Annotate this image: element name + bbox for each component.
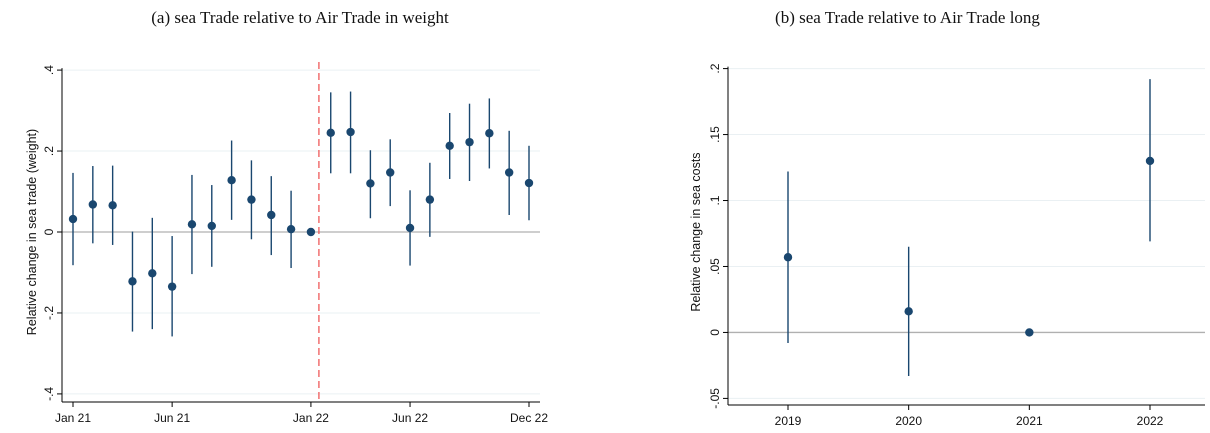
data-point [485, 129, 494, 138]
data-point [128, 277, 137, 286]
chart-b-title: (b) sea Trade relative to Air Trade long [775, 8, 1040, 27]
data-point [386, 168, 395, 177]
y-tick-label: .2 [708, 63, 722, 73]
chart-a-ylabel: Relative change in sea trade (weight) [25, 129, 39, 335]
data-point [1025, 328, 1034, 337]
y-tick-label: 0 [42, 228, 56, 235]
data-point [148, 269, 157, 278]
x-tick-label: Jan 21 [55, 411, 91, 425]
y-tick-label: .05 [708, 258, 722, 275]
y-tick-label: .1 [708, 195, 722, 205]
data-point [904, 307, 913, 316]
x-tick-label: 2020 [895, 414, 922, 428]
data-point [247, 195, 256, 204]
data-point [88, 200, 98, 209]
data-point [207, 221, 216, 231]
data-point [167, 282, 177, 291]
chart-b-svg: Relative change in sea costs .2 .15 .1 .05 0… [689, 63, 1205, 428]
data-point [346, 127, 355, 137]
x-tick-label: Jun 22 [392, 411, 428, 425]
data-point [445, 141, 454, 150]
data-point [187, 220, 197, 229]
y-tick-label: .4 [42, 65, 56, 75]
data-point [405, 223, 415, 233]
y-tick-label: .2 [42, 146, 56, 156]
data-point [227, 175, 236, 185]
data-point [267, 210, 276, 220]
x-tick-label: Jun 21 [154, 411, 190, 425]
data-point [306, 227, 316, 237]
y-tick-label: 0 [708, 329, 722, 336]
data-point [366, 179, 375, 188]
data-point [504, 168, 514, 177]
data-point [108, 201, 117, 210]
data-point [1145, 156, 1155, 166]
chart-a-title: (a) sea Trade relative to Air Trade in w… [151, 8, 449, 27]
x-tick-label: 2021 [1016, 414, 1043, 428]
data-point [783, 253, 793, 262]
data-point [68, 214, 78, 224]
data-point [326, 128, 335, 138]
data-point [465, 137, 474, 147]
data-point [286, 224, 296, 234]
data-point [524, 178, 534, 188]
panel-a: (a) sea Trade relative to Air Trade in w… [0, 0, 600, 433]
x-tick-label: Jan 22 [293, 411, 329, 425]
chart-b-ylabel: Relative change in sea costs [689, 152, 703, 311]
y-tick-label: .15 [708, 126, 722, 143]
data-point [425, 195, 435, 204]
chart-a-svg: Relative change in sea trade (weight) .4… [25, 62, 548, 425]
y-tick-label: -.2 [42, 306, 56, 320]
x-tick-label: 2019 [775, 414, 802, 428]
y-tick-label: -.4 [42, 387, 56, 401]
x-tick-label: 2022 [1137, 414, 1164, 428]
panel-b: (b) sea Trade relative to Air Trade long… [605, 0, 1210, 433]
x-tick-label: Dec 22 [510, 411, 548, 425]
y-tick-label: -.05 [708, 388, 722, 409]
